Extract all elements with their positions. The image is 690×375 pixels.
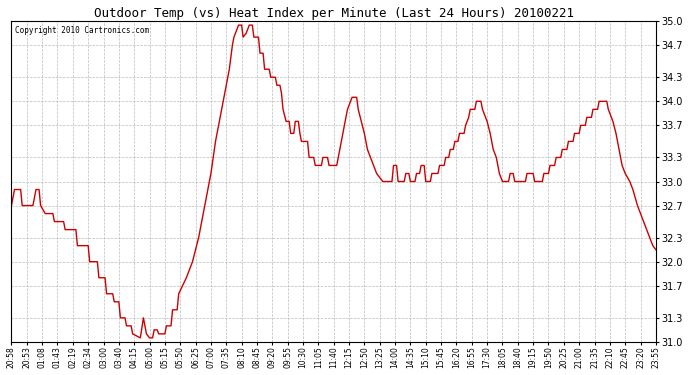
Title: Outdoor Temp (vs) Heat Index per Minute (Last 24 Hours) 20100221: Outdoor Temp (vs) Heat Index per Minute … [94,7,573,20]
Text: Copyright 2010 Cartronics.com: Copyright 2010 Cartronics.com [14,26,149,35]
